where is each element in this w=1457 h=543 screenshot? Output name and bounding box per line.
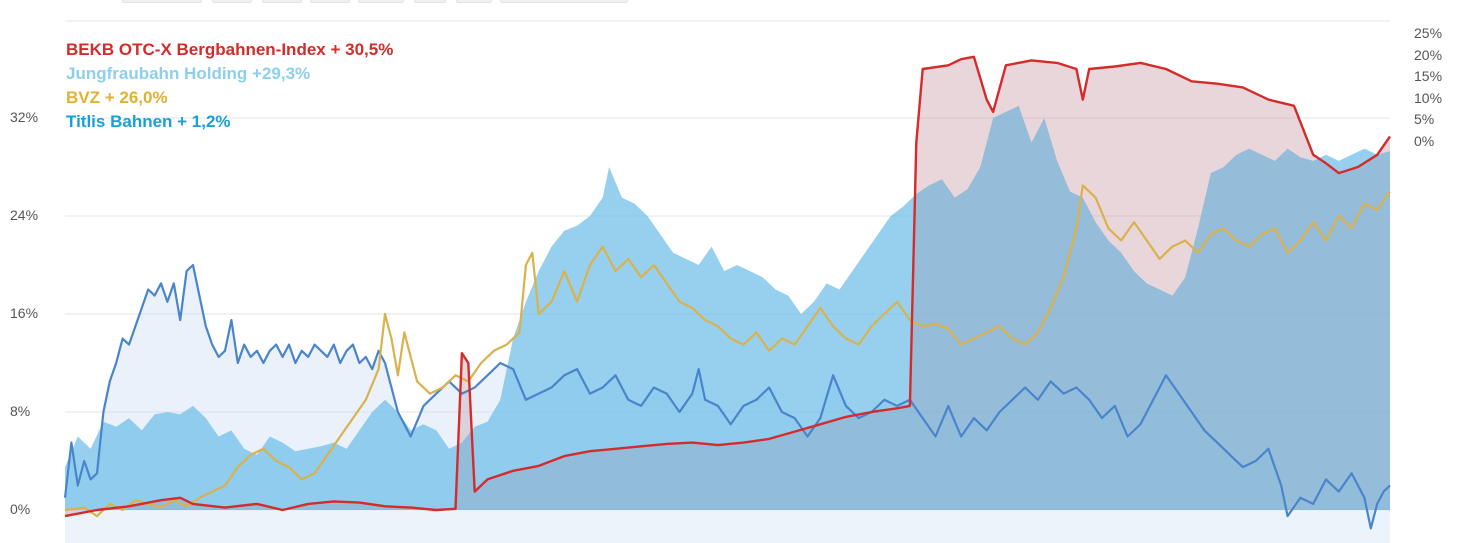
y-tick-label-right: 0% [1414,132,1435,149]
series-area-overlay [65,56,1390,517]
y-tick-label-right: 10% [1414,89,1443,106]
series-lines [63,55,1391,530]
y-tick-label-left: 16% [10,305,39,321]
range-tab[interactable] [310,0,350,3]
y-tick-label-left: 8% [10,403,31,419]
legend-entry-titlis[interactable]: Titlis Bahnen + 1,2% [66,112,231,131]
y-tick-label-left: 32% [10,109,39,125]
legend-entry-bvz[interactable]: BVZ + 26,0% [66,88,168,107]
y-tick-label-right: 15% [1414,68,1443,84]
range-tab[interactable] [262,0,302,3]
series-area-jungfraubahn [65,105,1390,511]
range-tab[interactable] [500,0,628,3]
series-line-bekb[interactable] [64,55,1391,518]
range-tab[interactable] [456,0,492,3]
range-tab[interactable] [212,0,252,3]
series-line-titlis[interactable] [63,263,1391,530]
y-tick-label-right: 20% [1414,46,1443,63]
y-tick-label-right: 25% [1414,25,1443,41]
chart-legend: BEKB OTC-X Bergbahnen-Index + 30,5% Jung… [66,38,393,134]
range-tab[interactable] [358,0,404,3]
y-tick-label-right: 5% [1414,111,1435,127]
y-tick-label-left: 0% [10,501,31,517]
range-tab[interactable] [414,0,446,3]
range-tab[interactable] [122,0,202,3]
series-line-bvz[interactable] [64,184,1391,518]
legend-entry-jungfraubahn[interactable]: Jungfraubahn Holding +29,3% [66,64,311,83]
series-areas [65,56,1390,529]
legend-entry-bekb[interactable]: BEKB OTC-X Bergbahnen-Index + 30,5% [66,40,394,59]
below-zero-band [65,510,1390,543]
y-tick-label-left: 24% [10,207,39,223]
